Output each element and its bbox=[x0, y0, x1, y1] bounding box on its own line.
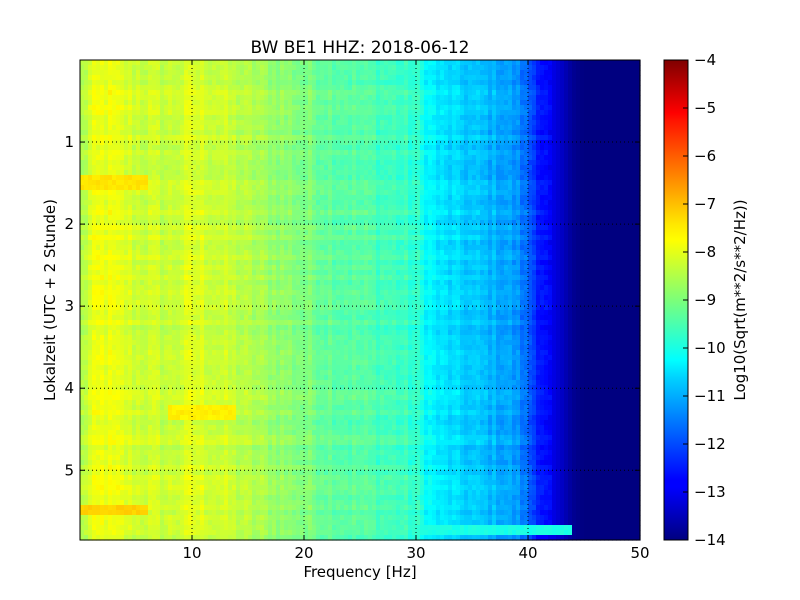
colorbar-tick-label: −10 bbox=[694, 339, 726, 357]
colorbar-tick-label: −8 bbox=[694, 243, 716, 261]
chart-title: BW BE1 HHZ: 2018-06-12 bbox=[250, 38, 469, 58]
y-tick-label: 1 bbox=[64, 133, 74, 151]
colorbar-tick-label: −13 bbox=[694, 483, 726, 501]
colorbar-tick-label: −9 bbox=[694, 291, 716, 309]
colorbar-ticks: −4 −5 −6 −7 −8 −9 −10 −11 −12 −13 −14 bbox=[683, 51, 726, 549]
y-tick-label: 4 bbox=[64, 379, 74, 397]
plot-area-frame bbox=[79, 59, 641, 541]
colorbar-tick-label: −11 bbox=[694, 387, 726, 405]
colorbar-tick-label: −14 bbox=[694, 531, 726, 549]
x-tick-label: 10 bbox=[182, 544, 201, 562]
y-axis-label: Lokalzeit (UTC + 2 Stunde) bbox=[41, 199, 59, 401]
y-tick-label: 5 bbox=[64, 461, 74, 479]
y-tick-label: 3 bbox=[64, 297, 74, 315]
colorbar-tick-label: −6 bbox=[694, 147, 716, 165]
colorbar-tick-label: −5 bbox=[694, 99, 716, 117]
colorbar-tick-label: −12 bbox=[694, 435, 726, 453]
spectrogram-heatmap bbox=[80, 60, 641, 541]
y-axis-ticks: 1 2 3 4 5 bbox=[64, 133, 640, 479]
x-axis-label: Frequency [Hz] bbox=[303, 563, 416, 581]
colorbar-tick-label: −4 bbox=[694, 51, 716, 69]
x-axis-ticks: 10 20 30 40 50 bbox=[182, 60, 650, 562]
colorbar-tick-label: −7 bbox=[694, 195, 716, 213]
x-tick-label: 20 bbox=[294, 544, 313, 562]
x-tick-label: 30 bbox=[406, 544, 425, 562]
y-tick-label: 2 bbox=[64, 215, 74, 233]
colorbar-label: Log10(Sqrt(m**2/s**2/Hz)) bbox=[731, 199, 749, 400]
x-tick-label: 40 bbox=[518, 544, 537, 562]
x-tick-label: 50 bbox=[630, 544, 649, 562]
grid-lines bbox=[80, 60, 640, 540]
